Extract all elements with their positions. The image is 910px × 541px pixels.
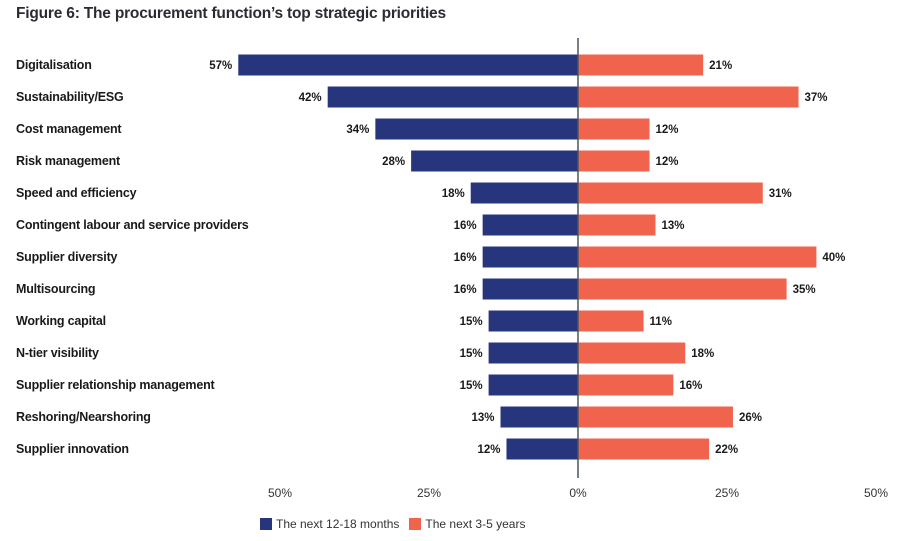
bar-near-term	[411, 150, 578, 172]
category-label: Contingent labour and service providers	[16, 218, 249, 232]
bar-near-term	[482, 246, 578, 268]
legend-label-near-term: The next 12-18 months	[276, 517, 400, 531]
legend-swatch-long-term	[409, 518, 422, 530]
bar-long-term	[578, 182, 763, 204]
category-label: Speed and efficiency	[16, 186, 137, 200]
legend-item-near-term: The next 12-18 months	[260, 517, 399, 531]
value-label-long-term: 12%	[656, 156, 679, 168]
legend-item-long-term: The next 3-5 years	[409, 517, 525, 531]
bar-long-term	[578, 118, 650, 140]
value-label-near-term: 16%	[454, 220, 477, 232]
x-tick-label: 0%	[569, 486, 587, 500]
value-label-near-term: 57%	[209, 60, 232, 72]
value-label-near-term: 15%	[460, 380, 483, 392]
x-tick-label: 25%	[417, 486, 441, 500]
category-label: Risk management	[16, 154, 120, 168]
bar-long-term	[578, 86, 799, 108]
bar-near-term	[482, 278, 578, 300]
category-label: Sustainability/ESG	[16, 90, 124, 104]
bar-near-term	[327, 86, 578, 108]
value-label-long-term: 18%	[691, 348, 714, 360]
value-label-long-term: 21%	[709, 60, 732, 72]
value-label-long-term: 12%	[656, 124, 679, 136]
value-label-near-term: 18%	[442, 188, 465, 200]
bar-near-term	[488, 374, 578, 396]
value-label-near-term: 34%	[346, 124, 369, 136]
category-label: Supplier diversity	[16, 250, 118, 264]
bar-long-term	[578, 54, 704, 76]
bar-long-term	[578, 246, 817, 268]
value-label-long-term: 13%	[661, 220, 684, 232]
x-tick-label: 25%	[715, 486, 739, 500]
bar-near-term	[488, 342, 578, 364]
bar-long-term	[578, 310, 644, 332]
bar-near-term	[506, 438, 578, 460]
value-label-near-term: 16%	[454, 284, 477, 296]
category-label: Cost management	[16, 122, 122, 136]
value-label-long-term: 11%	[650, 316, 672, 328]
value-label-long-term: 26%	[739, 412, 762, 424]
bar-long-term	[578, 150, 650, 172]
value-label-near-term: 13%	[471, 412, 494, 424]
category-label: Supplier relationship management	[16, 378, 215, 392]
value-label-long-term: 16%	[679, 380, 702, 392]
value-label-near-term: 12%	[477, 444, 500, 456]
category-label: Supplier innovation	[16, 442, 129, 456]
x-tick-label: 50%	[268, 486, 292, 500]
category-label: Digitalisation	[16, 58, 92, 72]
category-label: Reshoring/Nearshoring	[16, 410, 151, 424]
category-label: Working capital	[16, 314, 106, 328]
legend-label-long-term: The next 3-5 years	[425, 517, 526, 531]
value-label-near-term: 28%	[382, 156, 405, 168]
bar-long-term	[578, 278, 787, 300]
bar-near-term	[238, 54, 578, 76]
bar-near-term	[470, 182, 578, 204]
bar-long-term	[578, 342, 686, 364]
bar-near-term	[375, 118, 578, 140]
value-label-long-term: 35%	[793, 284, 816, 296]
value-label-long-term: 31%	[769, 188, 792, 200]
bar-near-term	[482, 214, 578, 236]
value-label-near-term: 42%	[299, 92, 322, 104]
value-label-long-term: 40%	[822, 252, 845, 264]
category-label: Multisourcing	[16, 282, 96, 296]
bar-long-term	[578, 438, 710, 460]
bar-near-term	[488, 310, 578, 332]
value-label-near-term: 16%	[454, 252, 477, 264]
value-label-near-term: 15%	[460, 316, 483, 328]
bar-long-term	[578, 214, 656, 236]
legend-swatch-near-term	[260, 518, 272, 530]
bar-long-term	[578, 406, 733, 428]
legend: The next 12-18 months The next 3-5 years	[260, 517, 525, 531]
chart-title: Figure 6: The procurement function’s top…	[16, 5, 446, 22]
value-label-long-term: 22%	[715, 444, 738, 456]
value-label-near-term: 15%	[460, 348, 483, 360]
x-tick-label: 50%	[864, 486, 888, 500]
bar-near-term	[500, 406, 578, 428]
bar-long-term	[578, 374, 674, 396]
category-label: N-tier visibility	[16, 346, 99, 360]
value-label-long-term: 37%	[805, 92, 828, 104]
